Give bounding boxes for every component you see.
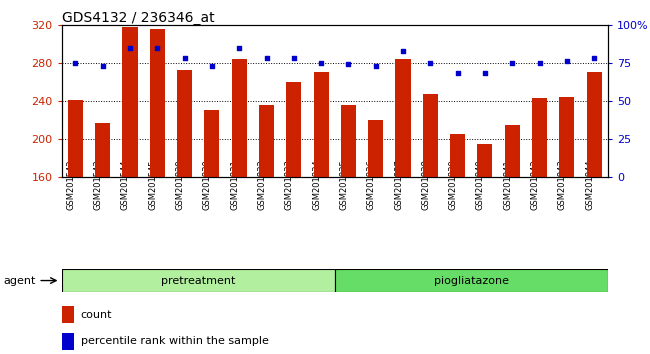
Point — [179, 56, 190, 61]
Bar — [122, 27, 138, 177]
Point — [343, 62, 354, 67]
Bar — [368, 120, 384, 177]
Point — [98, 63, 108, 69]
Bar — [422, 94, 438, 177]
Point — [562, 58, 572, 64]
Point — [452, 71, 463, 76]
Bar — [177, 70, 192, 177]
Bar — [335, 269, 608, 292]
Bar — [395, 59, 411, 177]
Point — [480, 71, 490, 76]
Text: GDS4132 / 236346_at: GDS4132 / 236346_at — [62, 11, 214, 25]
Bar — [150, 29, 165, 177]
Text: count: count — [81, 310, 112, 320]
Point — [370, 63, 381, 69]
Bar — [259, 105, 274, 177]
Point — [207, 63, 217, 69]
Point — [398, 48, 408, 53]
Bar — [62, 333, 73, 350]
Text: agent: agent — [3, 275, 36, 286]
Bar — [286, 82, 302, 177]
Bar — [586, 72, 602, 177]
Bar — [450, 134, 465, 177]
Text: percentile rank within the sample: percentile rank within the sample — [81, 336, 268, 346]
Point — [425, 60, 436, 66]
Point — [316, 60, 326, 66]
Point — [70, 60, 81, 66]
Bar — [231, 59, 247, 177]
Bar — [62, 306, 73, 323]
Text: piogliatazone: piogliatazone — [434, 275, 509, 286]
Bar — [477, 144, 493, 177]
Bar — [313, 72, 329, 177]
Point — [589, 56, 599, 61]
Point — [261, 56, 272, 61]
Text: pretreatment: pretreatment — [161, 275, 235, 286]
Bar — [95, 123, 110, 177]
Point — [234, 45, 244, 50]
Bar — [62, 269, 335, 292]
Point — [289, 56, 299, 61]
Point — [507, 60, 517, 66]
Point — [152, 45, 162, 50]
Bar — [68, 100, 83, 177]
Bar — [559, 97, 575, 177]
Point — [125, 45, 135, 50]
Bar — [532, 98, 547, 177]
Bar — [204, 110, 220, 177]
Bar — [341, 105, 356, 177]
Bar — [504, 125, 520, 177]
Point — [534, 60, 545, 66]
